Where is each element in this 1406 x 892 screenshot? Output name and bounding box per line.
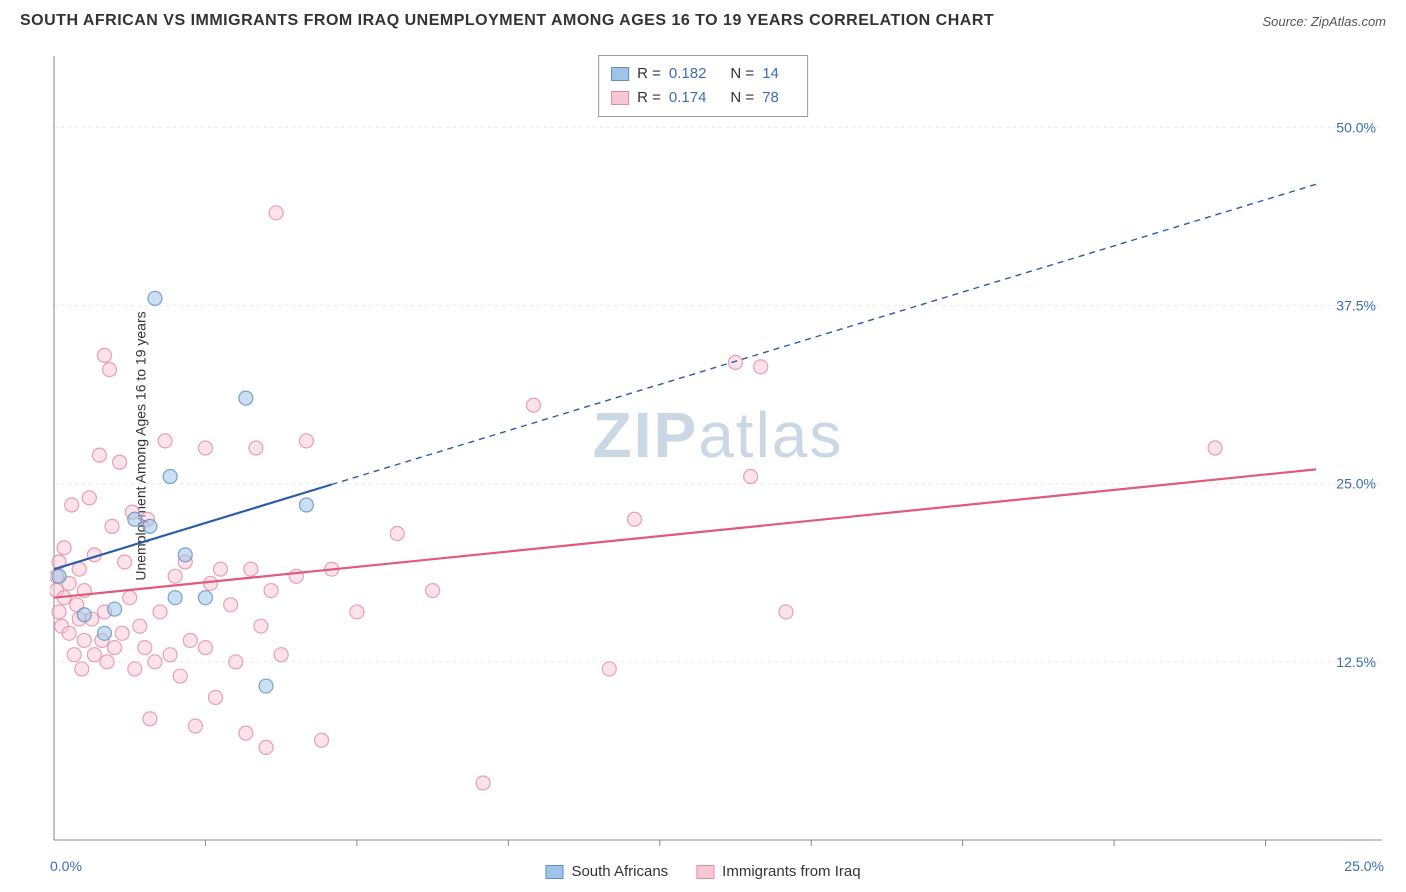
legend-label: South Africans — [571, 863, 668, 880]
stats-row-blue: R = 0.182 N = 14 — [611, 62, 795, 86]
legend-item-pink: Immigrants from Iraq — [696, 863, 860, 880]
stats-swatch — [611, 91, 629, 105]
scatter-plot: 12.5% 25.0% 37.5% 50.0% — [50, 50, 1386, 852]
svg-text:37.5%: 37.5% — [1336, 297, 1376, 313]
stats-n-label: N = — [730, 86, 754, 110]
stats-r-value: 0.182 — [669, 62, 707, 86]
legend-swatch — [545, 865, 563, 879]
svg-text:50.0%: 50.0% — [1336, 119, 1376, 135]
stats-r-value: 0.174 — [669, 86, 707, 110]
stats-r-label: R = — [637, 62, 661, 86]
bottom-legend: South Africans Immigrants from Iraq — [545, 863, 860, 880]
stats-legend: R = 0.182 N = 14 R = 0.174 N = 78 — [598, 55, 808, 117]
stats-n-value: 14 — [762, 62, 779, 86]
legend-item-blue: South Africans — [545, 863, 668, 880]
chart-title: SOUTH AFRICAN VS IMMIGRANTS FROM IRAQ UN… — [20, 12, 994, 30]
x-axis-end-label: 25.0% — [1344, 858, 1384, 874]
x-axis-origin-label: 0.0% — [50, 858, 82, 874]
chart-area: 12.5%25.0%37.5%50.0% ZIPatlas — [50, 50, 1386, 852]
stats-r-label: R = — [637, 86, 661, 110]
stats-n-label: N = — [730, 62, 754, 86]
legend-swatch — [696, 865, 714, 879]
svg-text:25.0%: 25.0% — [1336, 476, 1376, 492]
svg-text:12.5%: 12.5% — [1336, 654, 1376, 670]
stats-row-pink: R = 0.174 N = 78 — [611, 86, 795, 110]
stats-n-value: 78 — [762, 86, 779, 110]
stats-swatch — [611, 67, 629, 81]
legend-label: Immigrants from Iraq — [722, 863, 860, 880]
chart-source: Source: ZipAtlas.com — [1262, 14, 1386, 29]
chart-header: SOUTH AFRICAN VS IMMIGRANTS FROM IRAQ UN… — [0, 0, 1406, 38]
